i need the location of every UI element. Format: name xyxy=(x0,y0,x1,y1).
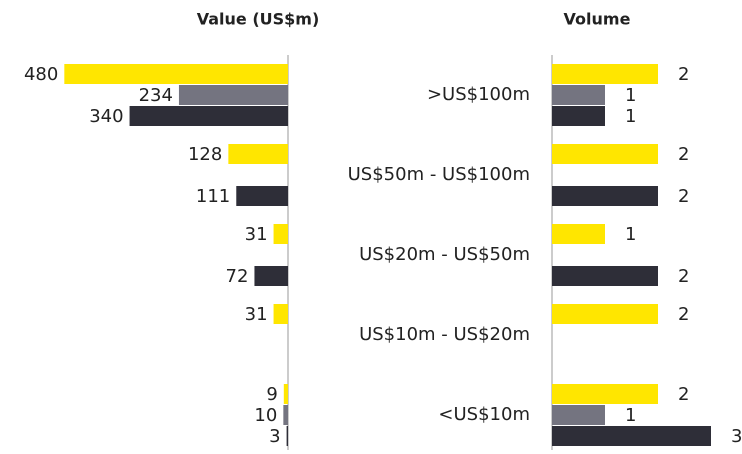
bar xyxy=(552,224,605,244)
bar xyxy=(129,106,288,126)
volume-title: Volume xyxy=(564,10,631,29)
data-label: 128 xyxy=(188,144,222,165)
bar xyxy=(552,266,658,286)
bar xyxy=(552,405,605,425)
category-label: US$20m - US$50m xyxy=(359,244,530,265)
bar xyxy=(552,186,658,206)
data-label: 72 xyxy=(226,266,249,287)
data-label: 234 xyxy=(139,85,173,106)
bar xyxy=(552,144,658,164)
bar xyxy=(228,144,288,164)
data-label: 1 xyxy=(625,224,636,245)
bar xyxy=(552,304,658,324)
bar xyxy=(552,384,658,404)
data-label: 3 xyxy=(269,426,280,447)
bar xyxy=(286,426,288,446)
data-label: 340 xyxy=(89,106,123,127)
category-label: >US$100m xyxy=(427,84,530,105)
category-label: US$10m - US$20m xyxy=(359,324,530,345)
data-label: 9 xyxy=(266,384,277,405)
bar xyxy=(254,266,288,286)
bar xyxy=(273,224,288,244)
data-label: 1 xyxy=(625,85,636,106)
data-label: 2 xyxy=(678,186,689,207)
bar xyxy=(552,426,711,446)
bar xyxy=(178,85,288,105)
bar xyxy=(552,64,658,84)
bar xyxy=(236,186,288,206)
bar xyxy=(283,384,288,404)
data-label: 111 xyxy=(196,186,230,207)
data-label: 31 xyxy=(245,224,268,245)
category-label: US$50m - US$100m xyxy=(348,164,530,185)
data-label: 2 xyxy=(678,144,689,165)
data-label: 31 xyxy=(245,304,268,325)
data-label: 10 xyxy=(254,405,277,426)
bar xyxy=(64,64,288,84)
bar xyxy=(273,304,288,324)
data-label: 3 xyxy=(731,426,742,447)
data-label: 2 xyxy=(678,304,689,325)
data-label: 2 xyxy=(678,266,689,287)
bar xyxy=(552,85,605,105)
data-label: 2 xyxy=(678,384,689,405)
data-label: 2 xyxy=(678,64,689,85)
bar xyxy=(552,106,605,126)
data-label: 1 xyxy=(625,405,636,426)
bar xyxy=(283,405,288,425)
data-label: 480 xyxy=(24,64,58,85)
value-title: Value (US$m) xyxy=(197,10,320,29)
data-label: 1 xyxy=(625,106,636,127)
category-label: <US$10m xyxy=(438,404,530,425)
